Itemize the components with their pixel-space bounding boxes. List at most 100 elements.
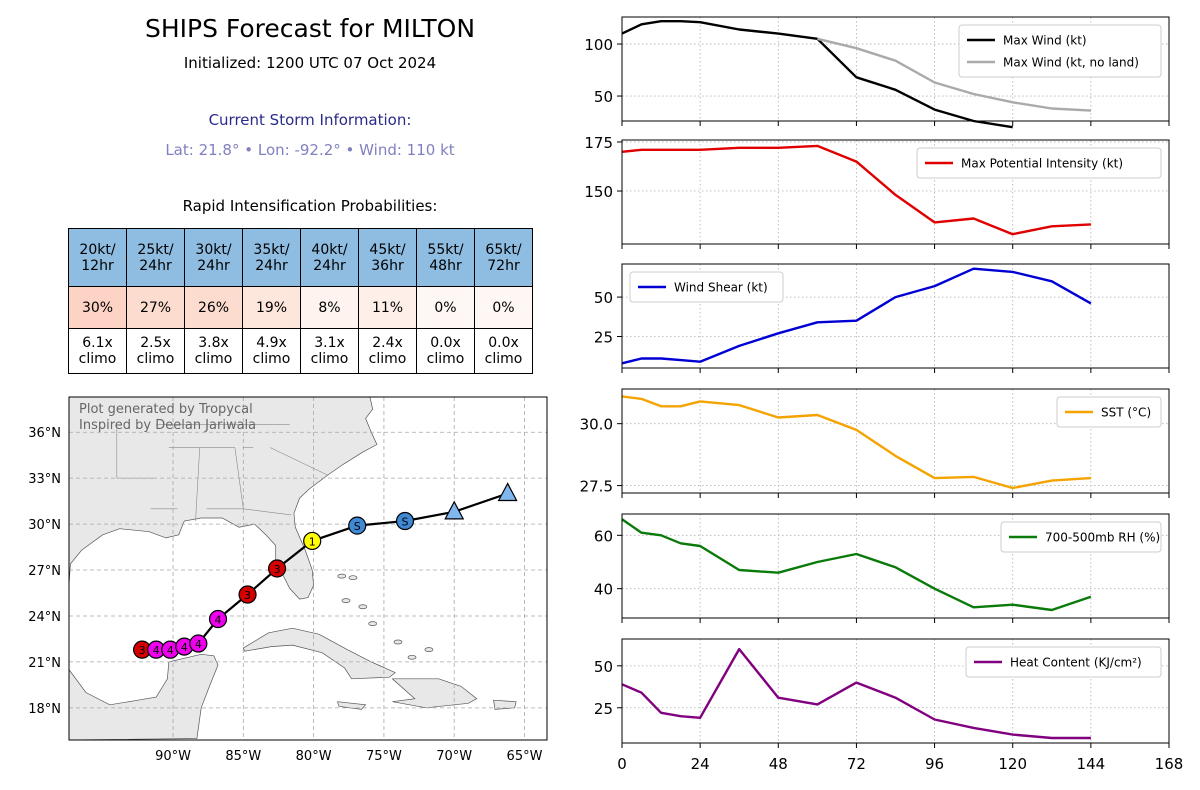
land-island bbox=[393, 639, 403, 645]
credit-tropycal: Plot generated by Tropycal bbox=[79, 402, 253, 417]
x-tick-label: 120 bbox=[998, 755, 1027, 773]
storm-info-heading: Current Storm Information: bbox=[208, 111, 412, 129]
legend-box bbox=[629, 271, 784, 303]
track-marker bbox=[348, 516, 367, 535]
track-marker-label: 1 bbox=[309, 535, 316, 548]
panel-0: 50 100 Max Wind (kt) Max Wind (kt, no land) bbox=[584, 16, 1170, 129]
ri-header-line1: 45kt/ bbox=[369, 241, 406, 258]
ri-climo-label: climo bbox=[252, 351, 291, 367]
ships-panels: 50 100 Max Wind (kt) Max Wind (kt, no land)… bbox=[580, 16, 1183, 773]
track-marker bbox=[395, 511, 415, 531]
land-mexico bbox=[68, 653, 219, 741]
track-marker-label: 4 bbox=[153, 644, 160, 657]
ri-col-header: 55kt/48hr bbox=[416, 228, 475, 287]
track-marker-label: 3 bbox=[139, 644, 146, 657]
land-island bbox=[424, 647, 434, 653]
series-line bbox=[621, 395, 1091, 490]
ri-climo-factor: 3.1x bbox=[314, 335, 345, 351]
ri-climo-factor: 0.0x bbox=[488, 335, 519, 351]
ri-probability: 19% bbox=[242, 286, 301, 329]
ri-header-line2: 48hr bbox=[429, 257, 462, 274]
init-time: Initialized: 1200 UTC 07 Oct 2024 bbox=[183, 54, 437, 72]
ri-probability: 8% bbox=[300, 286, 359, 329]
legend-label: SST (°C) bbox=[1101, 406, 1151, 420]
y-tick-label: 50 bbox=[594, 658, 613, 676]
y-tick-label: 60 bbox=[594, 527, 613, 545]
ri-col-header: 20kt/12hr bbox=[68, 228, 127, 287]
x-tick-label: 0 bbox=[617, 755, 627, 773]
lat-tick-label: 24°N bbox=[28, 610, 61, 625]
ri-climo-factor: 4.9x bbox=[256, 335, 287, 351]
y-tick-label: 25 bbox=[594, 328, 613, 346]
legend-box bbox=[958, 24, 1162, 78]
ri-climo-factor: 2.5x bbox=[140, 335, 171, 351]
ri-climo-label: climo bbox=[310, 351, 349, 367]
ri-climo-label: climo bbox=[194, 351, 233, 367]
track-marker-label: 4 bbox=[195, 638, 202, 651]
track-marker bbox=[238, 585, 257, 604]
land-usa bbox=[68, 396, 378, 600]
legend-box bbox=[1000, 521, 1162, 553]
land-island bbox=[407, 654, 417, 660]
y-tick-label: 175 bbox=[584, 134, 613, 152]
lat-tick-label: 21°N bbox=[28, 656, 61, 671]
ri-climo: 0.0x climo bbox=[474, 328, 533, 374]
y-tick-label: 30.0 bbox=[580, 416, 613, 434]
ri-probability: 11% bbox=[358, 286, 417, 329]
track-marker-label: 3 bbox=[244, 589, 251, 602]
legend-box bbox=[916, 147, 1162, 179]
state-border bbox=[269, 447, 328, 476]
ri-probability: 30% bbox=[68, 286, 127, 329]
y-tick-label: 150 bbox=[584, 183, 613, 201]
panel-2: 25 50 Wind Shear (kt) bbox=[594, 263, 1170, 373]
lon-tick-label: 90°W bbox=[155, 749, 191, 764]
x-tick-label: 24 bbox=[691, 755, 710, 773]
lon-tick-label: 65°W bbox=[507, 749, 543, 764]
panel-1: 150 175 Max Potential Intensity (kt) bbox=[584, 134, 1170, 249]
land-cuba bbox=[242, 627, 396, 680]
lat-tick-label: 30°N bbox=[28, 518, 61, 533]
track-marker bbox=[189, 634, 208, 653]
ri-header-line1: 20kt/ bbox=[79, 241, 116, 258]
ri-col-header: 30kt/24hr bbox=[184, 228, 243, 287]
legend-label: Heat Content (KJ/cm²) bbox=[1010, 656, 1142, 670]
ri-climo-label: climo bbox=[426, 351, 465, 367]
legend-label: Max Potential Intensity (kt) bbox=[961, 157, 1123, 171]
ri-header-row: 20kt/12hr 25kt/24hr 30kt/24hr 35kt/24hr 40kt… bbox=[68, 228, 533, 287]
ri-header-line1: 65kt/ bbox=[485, 241, 522, 258]
x-tick-label: 48 bbox=[769, 755, 788, 773]
track-marker-triangle bbox=[444, 500, 465, 520]
panel-frame bbox=[621, 139, 1170, 245]
lat-tick-label: 18°N bbox=[28, 702, 61, 717]
y-tick-label: 25 bbox=[594, 700, 613, 718]
x-tick-label: 72 bbox=[847, 755, 866, 773]
track-marker-label: 3 bbox=[274, 563, 281, 576]
series-line bbox=[621, 518, 1092, 612]
ri-header-line2: 72hr bbox=[487, 257, 520, 274]
y-tick-label: 50 bbox=[594, 289, 613, 307]
y-tick-label: 50 bbox=[594, 88, 613, 106]
ri-climo: 2.5x climo bbox=[126, 328, 185, 374]
land-island bbox=[368, 621, 378, 626]
ri-climo-label: climo bbox=[484, 351, 523, 367]
land-island bbox=[348, 575, 358, 581]
series-line bbox=[621, 647, 1091, 740]
ri-climo-factor: 3.8x bbox=[198, 335, 229, 351]
state-border bbox=[243, 508, 292, 516]
ri-climo-factor: 2.4x bbox=[372, 335, 403, 351]
chart-title: SHIPS Forecast for MILTON bbox=[144, 14, 476, 43]
land-hispaniola bbox=[391, 678, 478, 709]
ri-probability: 0% bbox=[416, 286, 475, 329]
panel-5: 25 50 Heat Content (KJ/cm²) bbox=[594, 638, 1170, 748]
ri-col-header: 25kt/24hr bbox=[126, 228, 185, 287]
panel-frame bbox=[621, 263, 1170, 369]
series-line bbox=[621, 267, 1092, 365]
series-line bbox=[621, 144, 1091, 236]
ri-header-line2: 24hr bbox=[197, 257, 230, 274]
ri-climo: 6.1x climo bbox=[68, 328, 127, 374]
lon-tick-label: 85°W bbox=[225, 749, 261, 764]
ri-col-header: 35kt/24hr bbox=[242, 228, 301, 287]
ri-title: Rapid Intensification Probabilities: bbox=[182, 197, 438, 215]
y-tick-label: 27.5 bbox=[580, 478, 613, 496]
y-tick-label: 100 bbox=[584, 36, 613, 54]
